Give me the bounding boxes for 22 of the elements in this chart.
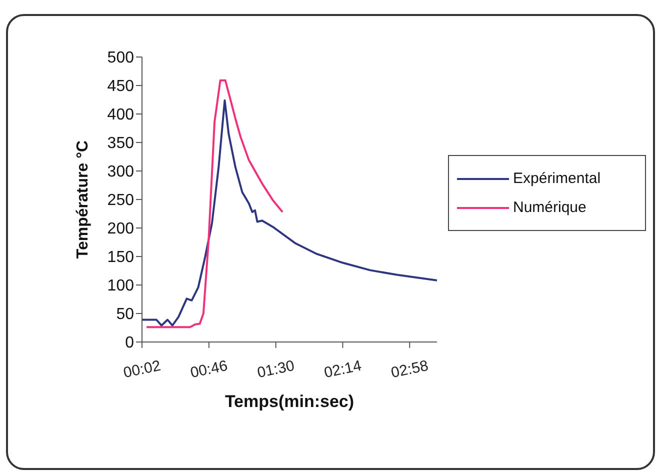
- legend-label: Expérimental: [513, 170, 601, 187]
- x-tick-label: 02:14: [322, 357, 363, 382]
- y-tick-label: 0: [125, 334, 134, 352]
- y-tick-label: 100: [107, 278, 134, 295]
- y-tick-label: 250: [107, 192, 134, 210]
- y-tick-label: 350: [107, 135, 134, 152]
- y-tick-label: 50: [116, 306, 134, 324]
- x-tick-label: 00:02: [122, 357, 162, 382]
- y-tick-label: 450: [107, 78, 134, 96]
- x-tick-label: 01:30: [256, 357, 296, 382]
- y-axis-title: Température °C: [74, 140, 92, 259]
- x-axis-title: Temps(min:sec): [224, 392, 354, 411]
- legend-label: Numérique: [513, 199, 586, 216]
- y-tick-label: 400: [107, 106, 134, 124]
- x-tick-label: 00:46: [188, 357, 230, 382]
- line-series: [142, 99, 437, 326]
- line-series: [146, 79, 284, 328]
- y-tick-label: 200: [107, 220, 134, 238]
- y-tick-label: 300: [107, 164, 134, 181]
- x-tick-label: 02:58: [390, 357, 430, 382]
- y-tick-label: 150: [107, 249, 134, 266]
- y-tick-label: 500: [107, 50, 134, 67]
